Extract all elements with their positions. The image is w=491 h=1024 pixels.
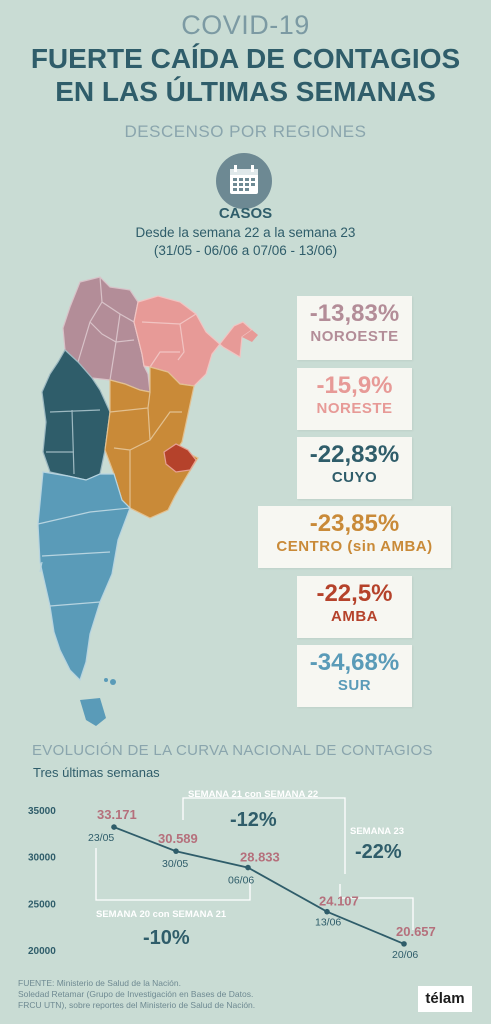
x-tick-label: 06/06: [228, 875, 254, 887]
annotation-label: SEMANA 21 con SEMANA 22: [188, 789, 318, 800]
data-label: 28.833: [240, 850, 280, 865]
title-line-2: EN LAS ÚLTIMAS SEMANAS: [55, 76, 436, 107]
region-noreste: [133, 295, 253, 387]
noreste-label: NORESTE: [316, 400, 393, 417]
telam-logo: télam: [418, 986, 472, 1012]
x-tick-label: 13/06: [315, 917, 341, 929]
section-subtitle: DESCENSO POR REGIONES: [124, 122, 367, 141]
source-line-2: Soledad Retamar (Grupo de Investigación …: [18, 989, 254, 999]
data-point: [245, 864, 251, 871]
title-line-1: FUERTE CAÍDA DE CONTAGIOS: [30, 43, 461, 74]
sur-label: SUR: [337, 677, 372, 694]
x-tick-label: 30/05: [162, 858, 188, 870]
region-sur: [37, 471, 131, 682]
region-amba: [163, 443, 197, 473]
bracket-semana-21-22: [182, 797, 346, 874]
annotation-value: -12%: [230, 809, 277, 831]
annotation-label: SEMANA 20 con SEMANA 21: [96, 909, 227, 920]
y-tick-label: 35000: [28, 806, 56, 817]
argentina-map: [37, 276, 258, 726]
period-connector: a: [241, 243, 250, 258]
cuyo-pct: -22,83%: [309, 441, 400, 468]
data-point: [324, 908, 330, 915]
source-note: FUENTE: Ministerio de Salud de la Nación…: [18, 978, 348, 1011]
amba-label: AMBA: [331, 608, 378, 625]
data-label: 24.107: [319, 894, 359, 909]
data-point: [173, 848, 179, 854]
region-card-sur: -34,68% SUR: [297, 645, 412, 707]
bracket-semana-20-21: [95, 848, 251, 901]
annotation-value: -10%: [143, 927, 190, 949]
kicker: COVID-19: [181, 10, 310, 40]
noroeste-pct: -13,83%: [309, 300, 400, 327]
y-tick-label: 30000: [28, 853, 56, 864]
noroeste-label: NOROESTE: [310, 328, 399, 345]
data-label: 30.589: [158, 831, 198, 846]
y-tick-label: 25000: [28, 899, 56, 910]
calendar-icon: [216, 153, 272, 209]
period-range-a: 31/05 - 06/06: [158, 243, 238, 258]
data-label: 33.171: [97, 807, 137, 822]
x-tick-label: 23/05: [88, 832, 114, 844]
cuyo-label: CUYO: [331, 469, 378, 486]
noreste-pct: -15,9%: [316, 372, 393, 399]
period-range-b: 07/06 - 13/06: [253, 243, 333, 258]
bracket-semana-23: [339, 884, 414, 930]
data-label: 20.657: [396, 924, 436, 939]
region-card-noroeste: -13,83% NOROESTE: [297, 296, 412, 360]
chart-title: EVOLUCIÓN DE LA CURVA NACIONAL DE CONTAG…: [32, 742, 433, 759]
region-card-centro: -23,85% CENTRO (sin AMBA): [258, 506, 451, 568]
source-line-1: FUENTE: Ministerio de Salud de la Nación…: [18, 978, 181, 988]
period-line-1: Desde la semana 22 a la semana 23: [135, 225, 356, 240]
cases-label: CASOS: [218, 205, 273, 222]
data-point: [111, 824, 117, 830]
region-card-noreste: -15,9% NORESTE: [297, 368, 412, 430]
data-point: [401, 941, 407, 947]
amba-pct: -22,5%: [316, 580, 393, 607]
period-text: Desde la semana 22 a la semana 23 (31/05…: [0, 224, 491, 260]
y-tick-label: 20000: [28, 946, 56, 957]
region-card-cuyo: -22,83% CUYO: [297, 437, 412, 499]
region-card-amba: -22,5% AMBA: [297, 576, 412, 638]
page-title: FUERTE CAÍDA DE CONTAGIOS EN LAS ÚLTIMAS…: [0, 42, 491, 108]
annotation-label: SEMANA 23: [350, 826, 404, 837]
period-line-2: (31/05 - 06/06 a 07/06 - 13/06): [153, 243, 338, 258]
x-tick-label: 20/06: [392, 949, 418, 961]
annotation-value: -22%: [355, 841, 402, 863]
centro-pct: -23,85%: [309, 510, 400, 537]
chart-subtitle: Tres últimas semanas: [33, 765, 160, 780]
centro-label: CENTRO (sin AMBA): [276, 538, 433, 555]
sur-pct: -34,68%: [309, 649, 400, 676]
line-chart: 35000 30000 25000 20000 33.171 23/05 30.589 30…: [28, 789, 436, 961]
source-line-3: FRCU UTN), sobre reportes del Ministerio…: [18, 1000, 256, 1010]
